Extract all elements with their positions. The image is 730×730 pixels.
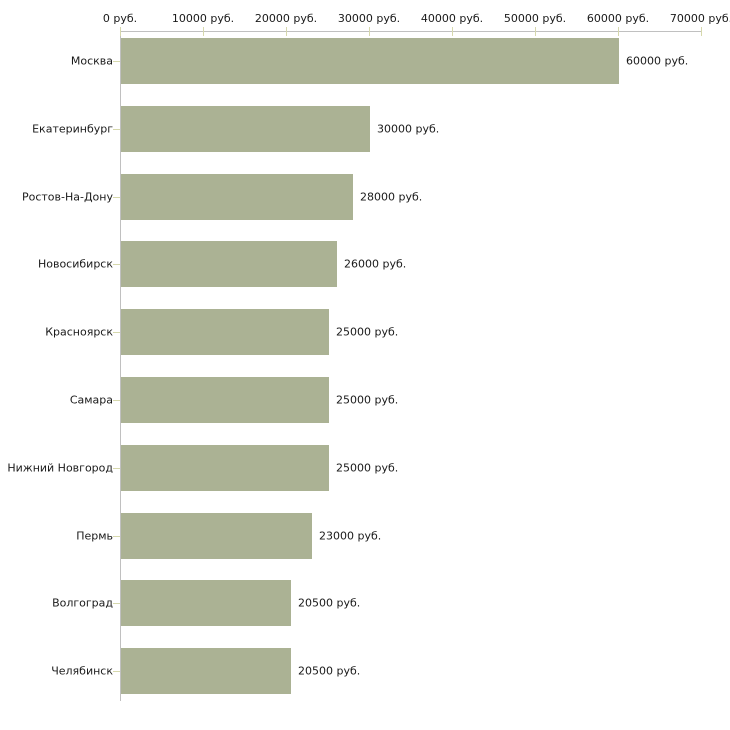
bar	[121, 38, 619, 84]
x-axis-tick-label: 50000 руб.	[503, 12, 567, 25]
category-label: Новосибирск	[37, 257, 113, 271]
y-axis-tick	[113, 129, 120, 130]
y-axis-tick	[113, 400, 120, 401]
y-axis-line	[120, 31, 121, 701]
category-label: Волгоград	[52, 596, 113, 610]
y-axis-tick	[113, 603, 120, 604]
category-label: Москва	[70, 54, 113, 68]
bar	[121, 309, 329, 355]
value-label: 23000 руб.	[319, 529, 382, 543]
category-label: Нижний Новгород	[7, 461, 113, 475]
x-axis-tick	[369, 27, 370, 36]
x-axis-tick	[286, 27, 287, 36]
x-axis-tick-label: 0 руб.	[102, 12, 138, 25]
bar	[121, 513, 312, 559]
y-axis-tick	[113, 197, 120, 198]
x-axis-line	[120, 31, 702, 32]
y-axis-tick	[113, 671, 120, 672]
value-label: 26000 руб.	[344, 257, 407, 271]
x-axis-tick	[535, 27, 536, 36]
bar	[121, 445, 329, 491]
bar	[121, 174, 353, 220]
y-axis-tick	[113, 61, 120, 62]
bar	[121, 377, 329, 423]
y-axis-tick	[113, 468, 120, 469]
category-label: Ростов-На-Дону	[21, 190, 113, 204]
value-label: 30000 руб.	[377, 122, 440, 136]
category-label: Самара	[69, 393, 113, 407]
bar	[121, 648, 291, 694]
category-label: Екатеринбург	[32, 122, 113, 136]
x-axis-tick	[618, 27, 619, 36]
value-label: 25000 руб.	[336, 461, 399, 475]
bar	[121, 580, 291, 626]
x-axis-tick-label: 20000 руб.	[254, 12, 318, 25]
x-axis-tick-label: 40000 руб.	[420, 12, 484, 25]
bar	[121, 106, 370, 152]
x-axis-tick-label: 70000 руб.	[669, 12, 730, 25]
value-label: 25000 руб.	[336, 325, 399, 339]
x-axis-tick	[701, 27, 702, 36]
y-axis-tick	[113, 332, 120, 333]
y-axis-tick	[113, 264, 120, 265]
category-label: Красноярск	[45, 325, 113, 339]
category-label: Челябинск	[51, 664, 113, 678]
x-axis-tick	[452, 27, 453, 36]
x-axis-tick	[120, 27, 121, 36]
x-axis-tick-label: 10000 руб.	[171, 12, 235, 25]
value-label: 20500 руб.	[298, 596, 361, 610]
value-label: 20500 руб.	[298, 664, 361, 678]
x-axis-tick-label: 30000 руб.	[337, 12, 401, 25]
x-axis-tick	[203, 27, 204, 36]
bar	[121, 241, 337, 287]
y-axis-tick	[113, 536, 120, 537]
value-label: 28000 руб.	[360, 190, 423, 204]
value-label: 60000 руб.	[626, 54, 689, 68]
category-label: Пермь	[76, 529, 113, 543]
value-label: 25000 руб.	[336, 393, 399, 407]
x-axis-tick-label: 60000 руб.	[586, 12, 650, 25]
